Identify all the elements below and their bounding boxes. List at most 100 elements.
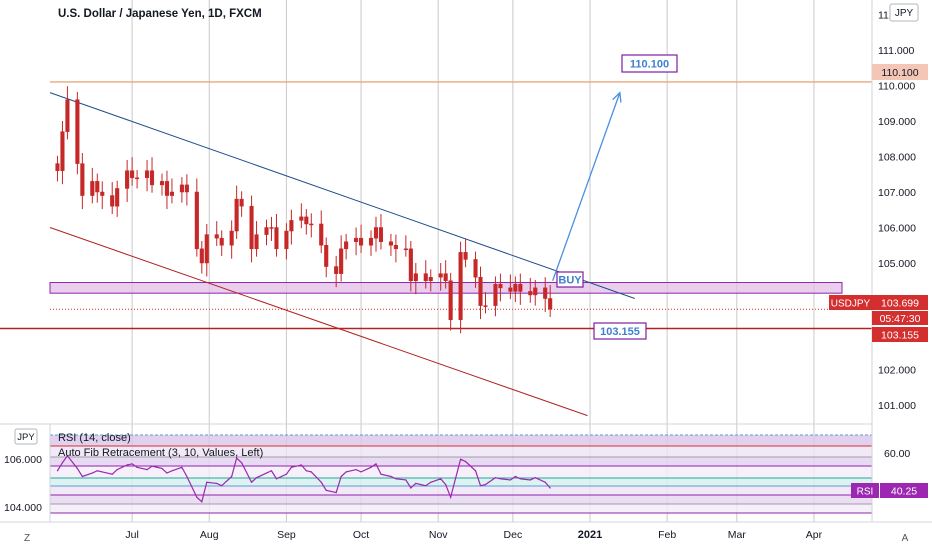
buy-label: BUY [558, 275, 582, 287]
candle-body [115, 188, 120, 207]
rsi-point [66, 455, 69, 457]
support-label-box[interactable] [593, 322, 647, 340]
fib-band [50, 478, 872, 486]
last-price-badge-label: 103.699 [881, 298, 919, 310]
buy-label-box[interactable] [556, 271, 584, 288]
candle-body [249, 205, 254, 250]
candle-body [159, 181, 165, 186]
rsi-point [81, 475, 83, 478]
rsi-point [549, 487, 551, 489]
rsi-point [275, 478, 278, 480]
rsi-currency-button-label[interactable]: JPY [17, 432, 35, 443]
rsi-right-tick: 60.00 [884, 448, 910, 460]
candle-body [184, 184, 189, 193]
rsi-currency-button[interactable] [14, 428, 38, 445]
candle-body [299, 216, 304, 221]
rsi-point [231, 475, 233, 478]
candle-body [463, 252, 468, 260]
price-axis-tick: 110.000 [878, 81, 915, 93]
zoom-icon[interactable]: Z [24, 533, 30, 544]
price-axis-tick: 108.000 [878, 152, 916, 164]
time-axis-label: 2021 [578, 529, 602, 541]
support-price-badge-label: 103.155 [881, 330, 919, 342]
rsi-point [519, 478, 521, 480]
auto-scale-icon[interactable]: A [902, 533, 909, 544]
candle-body [344, 241, 349, 250]
rsi-value-badge-label: 40.25 [891, 486, 917, 498]
candle-body [214, 234, 219, 239]
rsi-point [345, 471, 347, 473]
support-price-badge [872, 327, 928, 342]
time-axis-label: Nov [429, 529, 448, 541]
candle-body [508, 287, 513, 292]
candle-body [100, 191, 105, 196]
candle-body [269, 227, 274, 229]
candle-body [478, 276, 483, 306]
support-label: 103.155 [600, 326, 640, 338]
currency-button-label[interactable]: JPY [895, 8, 914, 19]
rsi-point [300, 464, 302, 466]
currency-button[interactable] [889, 3, 919, 22]
rsi-point [201, 501, 203, 503]
candle-body [359, 237, 364, 246]
rsi-point [236, 457, 238, 459]
rsi-left-tick-2: 104.000 [4, 502, 42, 514]
fib-legend[interactable]: Auto Fib Retracement (3, 10, Values, Lef… [58, 447, 263, 459]
chart-title: U.S. Dollar / Japanese Yen, 1D, FXCM [58, 8, 262, 20]
rsi-point [216, 482, 218, 484]
candle-body [274, 227, 279, 250]
rsi-point [305, 470, 307, 472]
candlestick-series [55, 86, 553, 334]
candle-body [284, 230, 289, 250]
time-axis-label: Dec [504, 529, 523, 541]
rsi-point [375, 463, 377, 465]
price-axis-tick: 106.000 [878, 223, 916, 235]
rsi-point [395, 478, 397, 480]
channel-upper-line [49, 92, 635, 299]
projection-arrow [552, 92, 621, 281]
candle-body [254, 234, 259, 250]
candle-body [130, 170, 135, 179]
rsi-point [464, 460, 467, 463]
candle-body [80, 163, 85, 196]
time-axis-label: Apr [806, 529, 823, 541]
candle-body [443, 273, 448, 282]
fib-band [50, 486, 872, 495]
candle-body [164, 181, 170, 196]
rsi-point [206, 481, 208, 483]
rsi-legend[interactable]: RSI (14, close) [58, 432, 131, 444]
rsi-point [529, 479, 531, 481]
candle-body [324, 245, 329, 267]
rsi-point [56, 470, 59, 472]
rsi-point [96, 470, 98, 472]
rsi-point [360, 471, 362, 473]
rsi-point [410, 487, 412, 489]
candle-body [169, 191, 174, 196]
rsi-point [91, 472, 93, 474]
fib-band [50, 504, 872, 513]
candle-body [378, 227, 384, 242]
candle-body [179, 184, 184, 193]
price-axis-tick: 102.000 [878, 365, 916, 377]
candle-body [368, 237, 374, 246]
rsi-point [460, 458, 462, 460]
rsi-point [474, 470, 477, 472]
price-axis-tick: 111.000 [878, 45, 915, 57]
rsi-point [166, 472, 168, 474]
candle-body [55, 163, 60, 171]
candle-body [548, 298, 553, 310]
candle-body [373, 227, 379, 239]
candle-body [423, 273, 428, 282]
countdown-badge [872, 311, 928, 325]
candle-body [473, 259, 478, 278]
rsi-point [151, 465, 153, 467]
candle-body [518, 284, 523, 292]
target-label-box[interactable] [621, 54, 678, 73]
rsi-point [290, 466, 292, 468]
rsi-point [310, 471, 312, 473]
rsi-point [494, 477, 497, 479]
rsi-point [390, 475, 392, 478]
candle-body [145, 170, 150, 179]
candle-body [413, 273, 418, 282]
